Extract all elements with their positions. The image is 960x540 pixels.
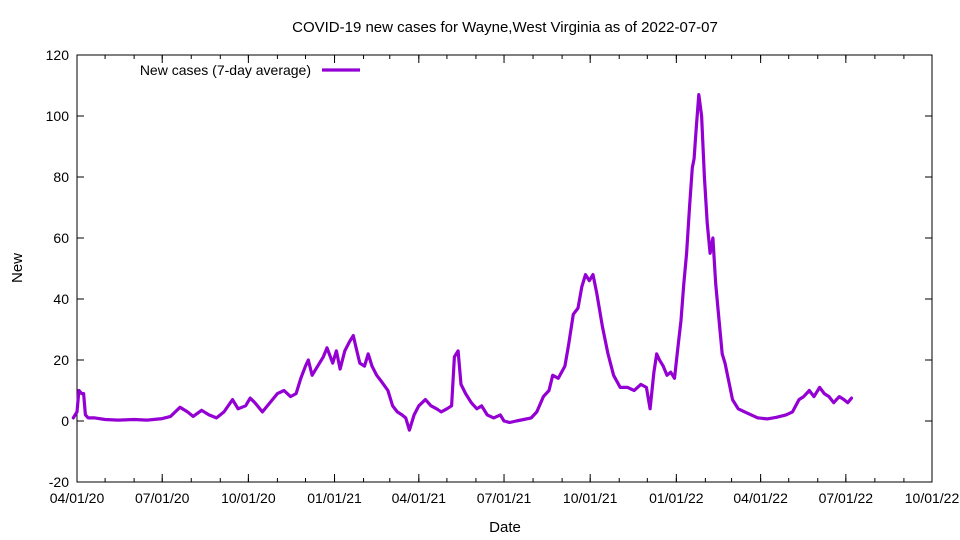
x-tick-label: 01/01/21 bbox=[307, 490, 362, 506]
y-axis-label: New bbox=[9, 253, 26, 283]
y-tick-label: 0 bbox=[61, 413, 69, 429]
x-tick-label: 07/01/21 bbox=[477, 490, 532, 506]
chart-title: COVID-19 new cases for Wayne,West Virgin… bbox=[292, 19, 718, 36]
x-tick-label: 04/01/20 bbox=[50, 490, 105, 506]
y-tick-label: -20 bbox=[49, 474, 69, 490]
legend-label: New cases (7-day average) bbox=[140, 62, 311, 78]
x-tick-label: 04/01/21 bbox=[392, 490, 447, 506]
y-tick-label: 20 bbox=[53, 352, 69, 368]
x-tick-label: 10/01/21 bbox=[563, 490, 618, 506]
y-tick-label: 100 bbox=[46, 108, 70, 124]
series-line-new-cases bbox=[71, 93, 854, 432]
y-tick-label: 120 bbox=[46, 47, 70, 63]
y-tick-label: 40 bbox=[53, 291, 69, 307]
x-tick-label: 10/01/22 bbox=[905, 490, 960, 506]
x-tick-label: 07/01/20 bbox=[135, 490, 190, 506]
x-axis-label: Date bbox=[489, 519, 521, 536]
x-tick-label: 01/01/22 bbox=[649, 490, 704, 506]
y-tick-label: 80 bbox=[53, 169, 69, 185]
y-axis: -20 0 20 40 60 80 100 120 bbox=[46, 47, 932, 490]
y-tick-label: 60 bbox=[53, 230, 69, 246]
legend: New cases (7-day average) bbox=[140, 62, 360, 78]
x-tick-label: 10/01/20 bbox=[221, 490, 276, 506]
x-tick-label: 04/01/22 bbox=[733, 490, 788, 506]
plot-frame bbox=[76, 54, 933, 483]
x-tick-label: 07/01/22 bbox=[819, 490, 874, 506]
x-axis: 04/01/20 07/01/20 10/01/20 01/01/21 04/01/21… bbox=[50, 55, 960, 506]
